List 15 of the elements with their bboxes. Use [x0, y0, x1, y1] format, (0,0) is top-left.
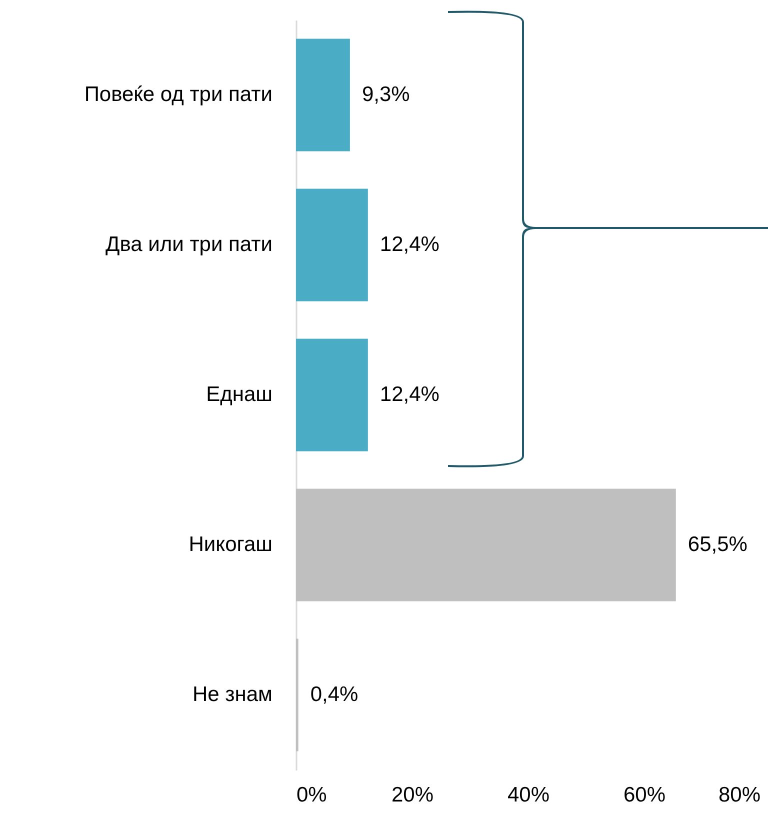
data-label: 65,5%	[688, 533, 748, 556]
y-tick-label: Еднаш	[206, 383, 272, 406]
data-label: 12,4%	[380, 233, 440, 256]
x-tick-label: 20%	[391, 784, 434, 806]
y-tick-label: Два или три пати	[105, 233, 272, 256]
data-label: 9,3%	[362, 83, 410, 106]
data-label: 0,4%	[310, 683, 358, 706]
x-tick-label: 0%	[296, 784, 327, 806]
data-label: 12,4%	[380, 383, 440, 406]
y-tick-label: Повеќе од три пати	[84, 83, 272, 106]
y-tick-label: Никогаш	[188, 533, 272, 556]
x-tick-label: 80%	[718, 784, 760, 806]
y-tick-label: Не знам	[192, 683, 272, 706]
x-tick-label: 60%	[623, 784, 666, 806]
x-tick-label: 40%	[507, 784, 550, 806]
